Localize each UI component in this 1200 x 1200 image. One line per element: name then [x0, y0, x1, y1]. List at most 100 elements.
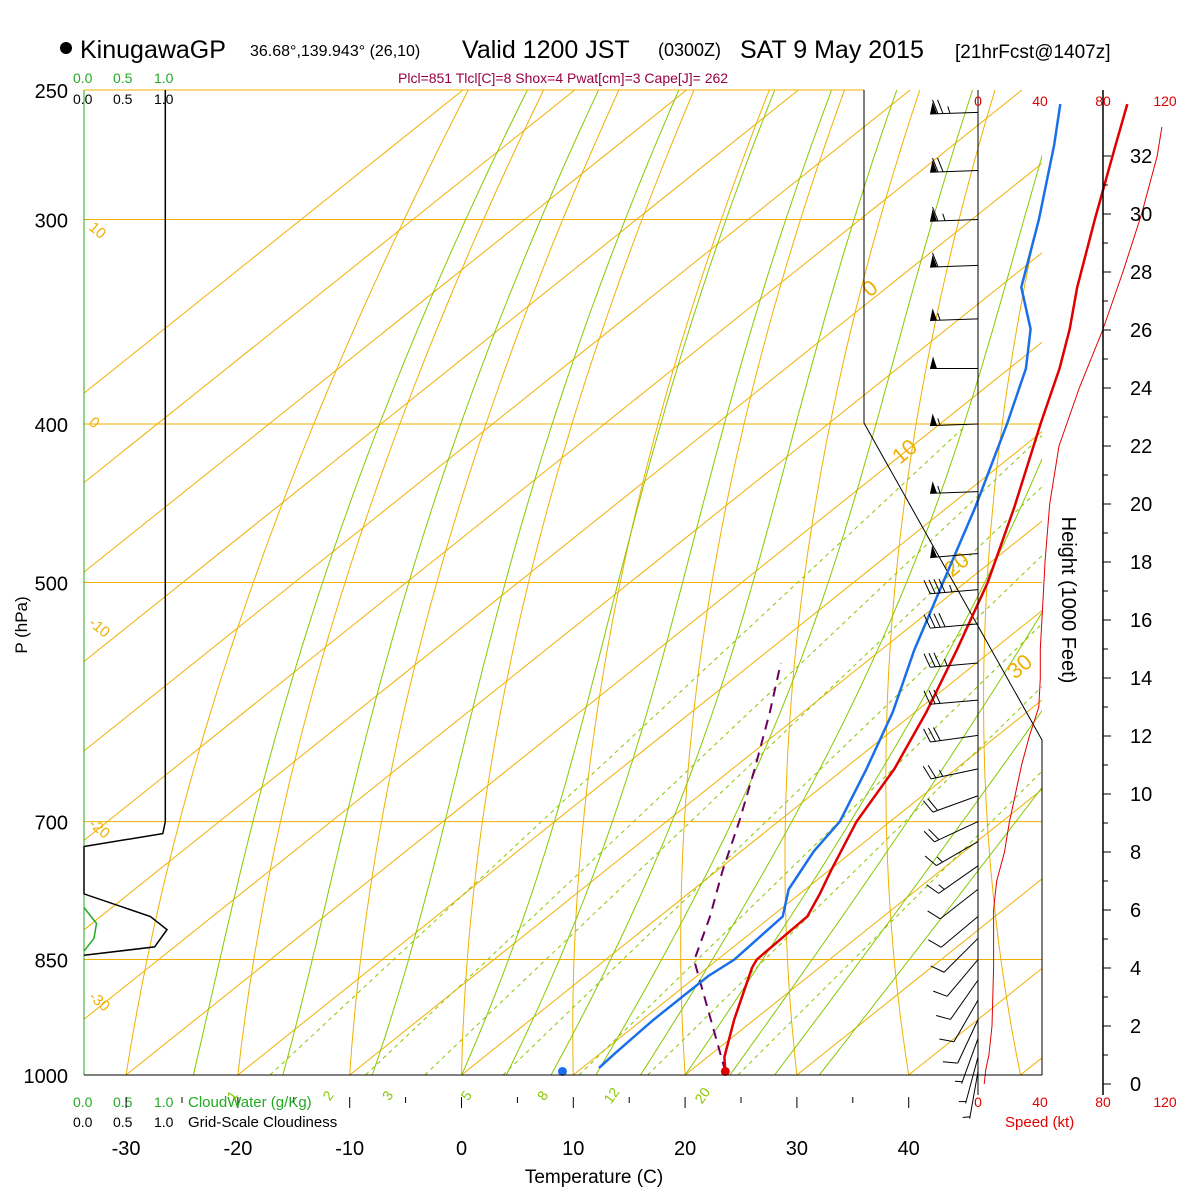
height-tick-label: 2 — [1130, 1016, 1141, 1038]
wind-barb-flag — [930, 254, 938, 268]
wind-barb-full — [938, 578, 946, 593]
wind-barb — [930, 356, 978, 370]
moist-adiabat-line — [684, 457, 1042, 1075]
wind-barb-staff — [932, 795, 979, 813]
wind-barb-flag — [930, 308, 938, 321]
wind-barb-staff — [957, 1019, 979, 1064]
wind-barb-full — [928, 613, 936, 628]
wind-barb-full — [923, 800, 934, 813]
wind-barb-flag — [930, 545, 938, 558]
wind-barb-half — [949, 584, 953, 593]
temperature-axis: -30 -20 -10 0 10 20 30 40 — [84, 1074, 1042, 1160]
isotherm-line — [796, 878, 1042, 1075]
valid-time: Valid 1200 JST — [462, 36, 630, 64]
x-tick-label: 20 — [674, 1138, 696, 1160]
wind-barb-full — [927, 798, 938, 811]
isotherm-line — [84, 90, 687, 573]
wind-barb-staff — [930, 589, 979, 595]
p-tick-label: 700 — [35, 813, 68, 835]
wind-barb — [923, 727, 979, 743]
wind-barb-half — [938, 769, 944, 777]
x-tick-label: -10 — [335, 1138, 364, 1160]
height-tick-label: 4 — [1130, 958, 1141, 980]
wind-barb-staff — [930, 734, 979, 743]
adiabat-label: 0 — [857, 275, 882, 302]
wind-barb-full — [933, 652, 941, 667]
speed-tick-top: 80 — [1095, 93, 1111, 109]
stability-indices: Plcl=851 Tlcl[C]=8 Shox=4 Pwat[cm]=3 Cap… — [398, 70, 728, 86]
wind-barb-half — [954, 1080, 963, 1083]
p-tick-label: 400 — [35, 415, 68, 437]
wind-barb-staff — [965, 1056, 979, 1104]
wind-barb-full — [932, 99, 939, 114]
height-tick-label: 30 — [1130, 204, 1152, 226]
isotherm-line — [84, 90, 911, 752]
wind-barb — [933, 959, 979, 997]
adiabat-label: 10 — [85, 219, 109, 243]
wind-barb — [942, 1019, 979, 1064]
moist-adiabat-line — [729, 611, 1042, 1075]
wind-barb-full — [923, 653, 931, 668]
height-tick-label: 22 — [1130, 436, 1152, 458]
cloudwater-line — [83, 907, 98, 952]
wind-barb — [923, 578, 979, 595]
p-tick-label: 250 — [35, 81, 68, 103]
isotherm-line — [84, 252, 1042, 1020]
wind-barb-staff — [936, 841, 979, 867]
wind-barb-staff — [930, 170, 979, 173]
dry-adiabat-line — [349, 90, 620, 1075]
wind-barb-full — [928, 579, 936, 594]
wind-barb-staff — [969, 1071, 979, 1119]
height-tick-label: 6 — [1130, 900, 1141, 922]
moist-adiabat-line — [639, 154, 1042, 1075]
valid-zulu: (0300Z) — [658, 40, 721, 60]
wind-barb — [930, 308, 979, 322]
wind-barb-full — [935, 1015, 951, 1020]
wind-barb-half — [936, 856, 943, 863]
surface-dewpoint-point — [557, 1066, 567, 1076]
wind-barb-full — [937, 99, 944, 114]
wind-barb — [954, 1038, 979, 1084]
isotherm-line — [84, 90, 576, 484]
isotherm-line — [461, 609, 1042, 1075]
wind-barb — [924, 841, 979, 867]
wind-barb-full — [928, 690, 936, 705]
x-tick-label: -20 — [223, 1138, 252, 1160]
wind-barb-full — [942, 1061, 958, 1064]
speed-tick-bottom: 80 — [1095, 1094, 1111, 1110]
moist-adiabat-line — [371, 90, 680, 1075]
x-tick-label: 40 — [898, 1138, 920, 1160]
y-axis-title: P (hPa) — [12, 596, 31, 653]
height-axis-title: Height (1000 Feet) — [1057, 517, 1079, 684]
moist-adiabat-line — [505, 90, 833, 1075]
x-axis-title: Temperature (C) — [525, 1167, 663, 1188]
wind-barb — [928, 916, 979, 948]
wind-barb — [930, 413, 979, 427]
cloudiness-tick-bottom: 0.0 — [73, 1114, 93, 1130]
wind-barb-staff — [930, 423, 979, 427]
dry-adiabat-line — [1170, 61, 1200, 1103]
adiabat-label: 0 — [85, 414, 102, 432]
cloudwater-title: CloudWater (g/Kg) — [188, 1094, 312, 1111]
wind-barb-half — [962, 1116, 971, 1118]
wind-barb — [926, 865, 979, 894]
height-tick-label: 16 — [1130, 610, 1152, 632]
moist-adiabat-line — [550, 90, 898, 1075]
wind-barb-flag — [930, 356, 937, 369]
wind-barb-full — [933, 990, 948, 997]
height-tick-label: 0 — [1130, 1074, 1141, 1096]
wind-barb-full — [923, 830, 935, 843]
wind-barb-staff — [953, 999, 979, 1042]
isotherm-lines — [84, 90, 1042, 1075]
mixing-ratio-label: 5 — [457, 1087, 475, 1103]
wind-barb-staff — [930, 768, 979, 780]
adiabat-label: 10 — [887, 434, 922, 469]
wind-barb-full — [938, 613, 946, 627]
height-tick-label: 26 — [1130, 320, 1152, 342]
wind-barb-full — [924, 855, 937, 866]
isotherm-line — [572, 699, 1042, 1075]
height-tick-label: 24 — [1130, 378, 1152, 400]
forecast-info: [21hrFcst@1407z] — [955, 42, 1111, 63]
wind-barb — [930, 545, 979, 559]
